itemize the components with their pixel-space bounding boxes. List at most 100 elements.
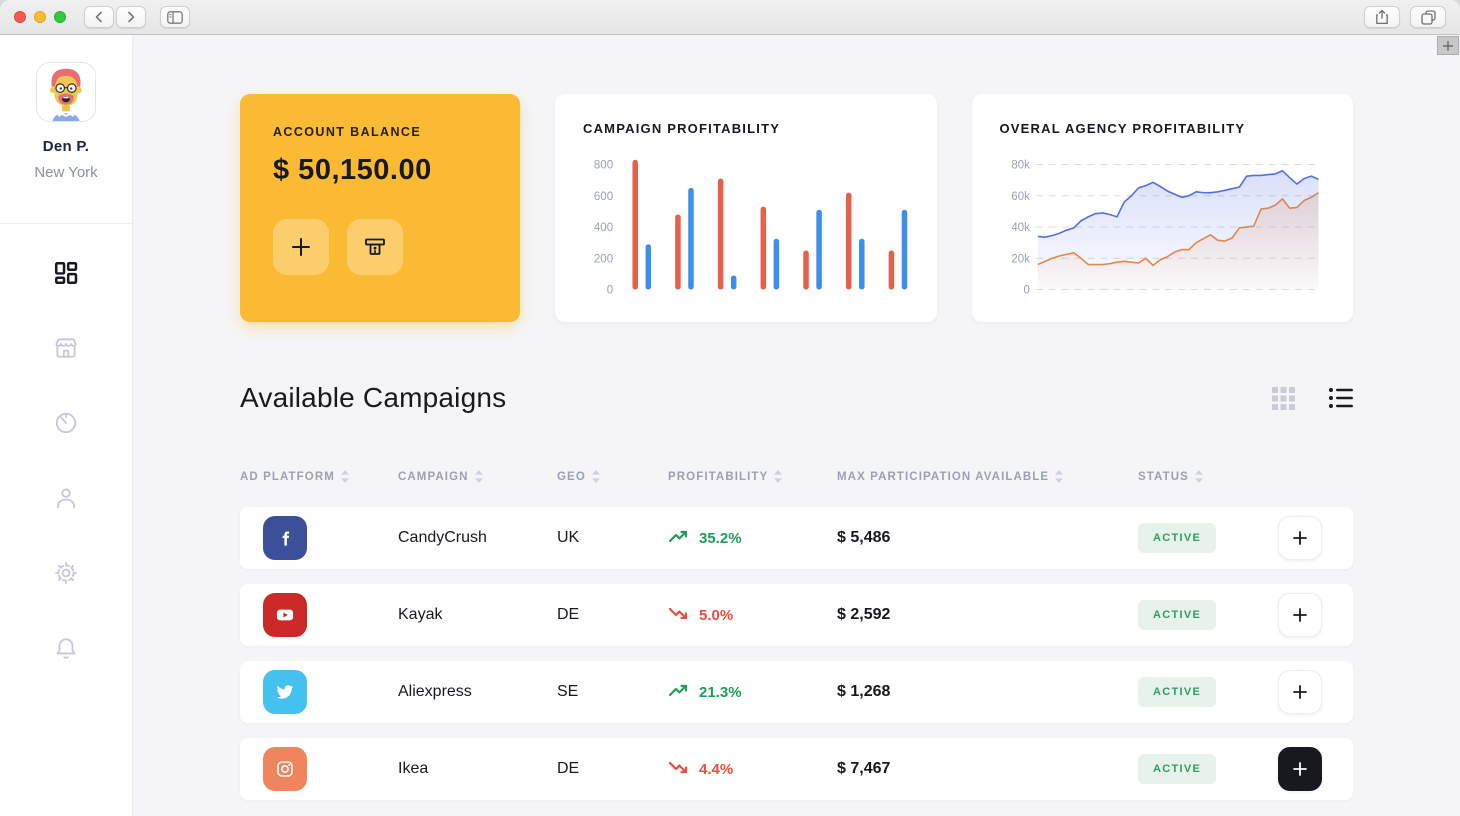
table-header: AD PLATFORM CAMPAIGN GEO PROFITABILITY MAX P… xyxy=(240,470,1353,483)
max-participation-cell: $ 7,467 xyxy=(837,760,891,777)
platform-icon-badge xyxy=(263,516,307,560)
avatar[interactable] xyxy=(36,62,96,122)
trend-arrow-icon xyxy=(668,529,690,548)
status-badge: ACTIVE xyxy=(1138,677,1217,707)
profitability-value: 21.3% xyxy=(699,683,742,701)
profitability-value: 35.2% xyxy=(699,529,742,547)
column-label: CAMPAIGN xyxy=(398,470,469,483)
agency-profitability-card: OVERAL AGENCY PROFITABILITY 0 20k 40k 60k 80… xyxy=(971,94,1353,322)
profitability-cell: 21.3% xyxy=(668,683,837,702)
account-balance-label: ACCOUNT BALANCE xyxy=(273,125,422,139)
add-funds-button[interactable] xyxy=(273,219,329,275)
grid-view-icon xyxy=(1271,386,1295,410)
main-content: ACCOUNT BALANCE $ 50,150.00 CAMPAIGN PRO… xyxy=(133,35,1460,816)
trend-arrow-icon xyxy=(668,606,690,625)
chevron-left-icon xyxy=(95,11,102,23)
table-row[interactable]: Ikea DE 4.4% $ 7,467 ACTIVE xyxy=(240,738,1353,800)
twitter-icon xyxy=(276,685,294,699)
svg-text:600: 600 xyxy=(594,190,614,203)
svg-text:800: 800 xyxy=(594,158,614,171)
campaign-name-cell: Ikea xyxy=(398,760,429,777)
svg-text:200: 200 xyxy=(594,252,614,265)
sort-icon xyxy=(1055,470,1064,483)
minimize-window-button[interactable] xyxy=(34,11,46,23)
grid-view-button[interactable] xyxy=(1271,386,1295,410)
table-row[interactable]: Kayak DE 5.0% $ 2,592 ACTIVE xyxy=(240,584,1353,646)
svg-text:80k: 80k xyxy=(1011,158,1030,171)
column-header-status[interactable]: STATUS xyxy=(1138,470,1278,483)
agency-chart-title: OVERAL AGENCY PROFITABILITY xyxy=(999,121,1246,136)
store-icon xyxy=(55,338,77,358)
sidebar-item-store[interactable] xyxy=(53,335,79,361)
geo-cell: DE xyxy=(557,606,580,623)
platform-icon-badge xyxy=(263,593,307,637)
share-button[interactable] xyxy=(1364,6,1400,28)
column-header-max-participation-available[interactable]: MAX PARTICIPATION AVAILABLE xyxy=(837,470,1138,483)
column-header-ad-platform[interactable]: AD PLATFORM xyxy=(240,470,398,483)
geo-cell: SE xyxy=(557,683,579,700)
forward-button[interactable] xyxy=(116,6,146,28)
platform-icon-badge xyxy=(263,747,307,791)
profitability-value: 5.0% xyxy=(699,606,734,624)
svg-text:400: 400 xyxy=(594,221,614,234)
trend-up-icon xyxy=(668,530,688,542)
svg-text:60k: 60k xyxy=(1011,190,1030,203)
profitability-cell: 4.4% xyxy=(668,760,837,779)
sidebar-item-profile[interactable] xyxy=(53,485,79,511)
sort-icon xyxy=(591,470,600,483)
column-label: MAX PARTICIPATION AVAILABLE xyxy=(837,470,1050,483)
max-participation-cell: $ 2,592 xyxy=(837,606,891,623)
close-window-button[interactable] xyxy=(14,11,26,23)
column-label: PROFITABILITY xyxy=(668,470,769,483)
back-button[interactable] xyxy=(84,6,114,28)
trend-arrow-icon xyxy=(668,683,690,702)
column-header-campaign[interactable]: CAMPAIGN xyxy=(398,470,557,483)
titlebar xyxy=(0,0,1460,35)
bell-icon xyxy=(56,638,76,659)
column-label: AD PLATFORM xyxy=(240,470,335,483)
campaign-name-cell: Kayak xyxy=(398,606,443,623)
tab-overview-button[interactable] xyxy=(1410,6,1446,28)
agency-profitability-chart: 0 20k 40k 60k 80k xyxy=(1011,158,1321,297)
list-view-icon xyxy=(1329,388,1353,408)
sidebar-toggle-button[interactable] xyxy=(160,6,190,28)
add-campaign-button[interactable] xyxy=(1278,747,1322,791)
list-view-button[interactable] xyxy=(1329,386,1353,410)
profile-location: New York xyxy=(34,164,98,181)
account-balance-amount: $ 50,150.00 xyxy=(273,154,432,186)
profitability-value: 4.4% xyxy=(699,760,734,778)
trend-down-icon xyxy=(668,761,688,773)
instagram-icon xyxy=(277,761,293,777)
trend-up-icon xyxy=(668,684,688,696)
add-campaign-button[interactable] xyxy=(1278,593,1322,637)
column-header-profitability[interactable]: PROFITABILITY xyxy=(668,470,837,483)
column-header-geo[interactable]: GEO xyxy=(557,470,668,483)
table-row[interactable]: CandyCrush UK 35.2% $ 5,486 ACTIVE xyxy=(240,507,1353,569)
sidebar-item-dashboard[interactable] xyxy=(53,260,79,286)
sort-icon xyxy=(340,470,349,483)
status-badge: ACTIVE xyxy=(1138,523,1217,553)
sidebar-nav xyxy=(53,260,79,661)
svg-text:40k: 40k xyxy=(1011,221,1030,234)
plus-icon xyxy=(1293,685,1307,699)
plus-icon xyxy=(292,238,310,256)
plus-icon xyxy=(1293,608,1307,622)
sidebar-item-settings[interactable] xyxy=(53,560,79,586)
dashboard-icon xyxy=(55,262,78,284)
facebook-icon xyxy=(282,530,289,546)
add-campaign-button[interactable] xyxy=(1278,516,1322,560)
sidebar-item-history[interactable] xyxy=(53,410,79,436)
sidebar-panel-icon xyxy=(167,10,183,24)
column-label: GEO xyxy=(557,470,586,483)
gear-icon xyxy=(55,562,77,584)
campaigns-table: CandyCrush UK 35.2% $ 5,486 ACTIVE Kayak… xyxy=(240,507,1353,800)
zoom-window-button[interactable] xyxy=(54,11,66,23)
trend-down-icon xyxy=(668,607,688,619)
page-zoom-plus-button[interactable] xyxy=(1437,36,1459,55)
campaign-profitability-card: CAMPAIGN PROFITABILITY 800 600 400 200 0 xyxy=(555,94,937,322)
campaign-profitability-chart: 800 600 400 200 0 xyxy=(594,158,908,297)
add-campaign-button[interactable] xyxy=(1278,670,1322,714)
table-row[interactable]: Aliexpress SE 21.3% $ 1,268 ACTIVE xyxy=(240,661,1353,723)
sidebar-item-notifications[interactable] xyxy=(53,635,79,661)
withdraw-button[interactable] xyxy=(347,219,403,275)
